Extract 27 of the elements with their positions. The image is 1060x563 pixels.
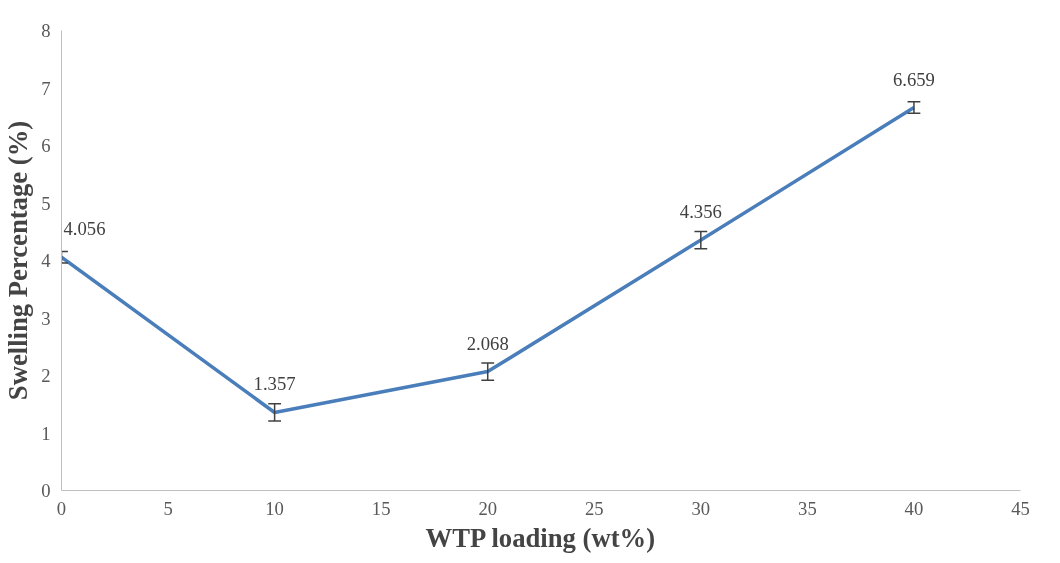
y-tick-label: 1 (41, 422, 51, 444)
x-tick-label: 20 (478, 497, 498, 519)
x-tick-label: 25 (584, 497, 604, 519)
y-tick-label: 3 (41, 307, 51, 329)
data-label: 2.068 (466, 332, 509, 354)
y-tick-label: 5 (41, 192, 51, 214)
y-tick-label: 4 (41, 250, 52, 271)
y-tick-label: 8 (41, 20, 51, 41)
y-axis-title: Swelling Percentage (%) (3, 120, 34, 401)
data-label: 4.356 (679, 201, 722, 223)
x-tick-label: 10 (265, 497, 284, 519)
line-series (61, 105, 916, 415)
y-tick-label: 7 (41, 77, 51, 99)
x-tick-label: 5 (163, 497, 173, 519)
y-tick-label: 6 (41, 135, 51, 156)
x-tick-label: 0 (56, 497, 67, 519)
x-tick-label: 35 (798, 497, 817, 519)
data-label: 1.357 (253, 373, 296, 395)
x-tick-label: 40 (904, 497, 924, 519)
data-label: 6.659 (892, 68, 935, 90)
x-tick-label: 45 (1011, 497, 1030, 519)
x-tick-label: 15 (371, 497, 391, 519)
x-axis-title: WTP loading (wt%) (425, 522, 656, 553)
y-tick-label: 2 (41, 365, 51, 386)
y-tick-label: 0 (41, 480, 51, 501)
data-label: 4.056 (63, 218, 106, 240)
x-tick-label: 30 (691, 497, 711, 519)
